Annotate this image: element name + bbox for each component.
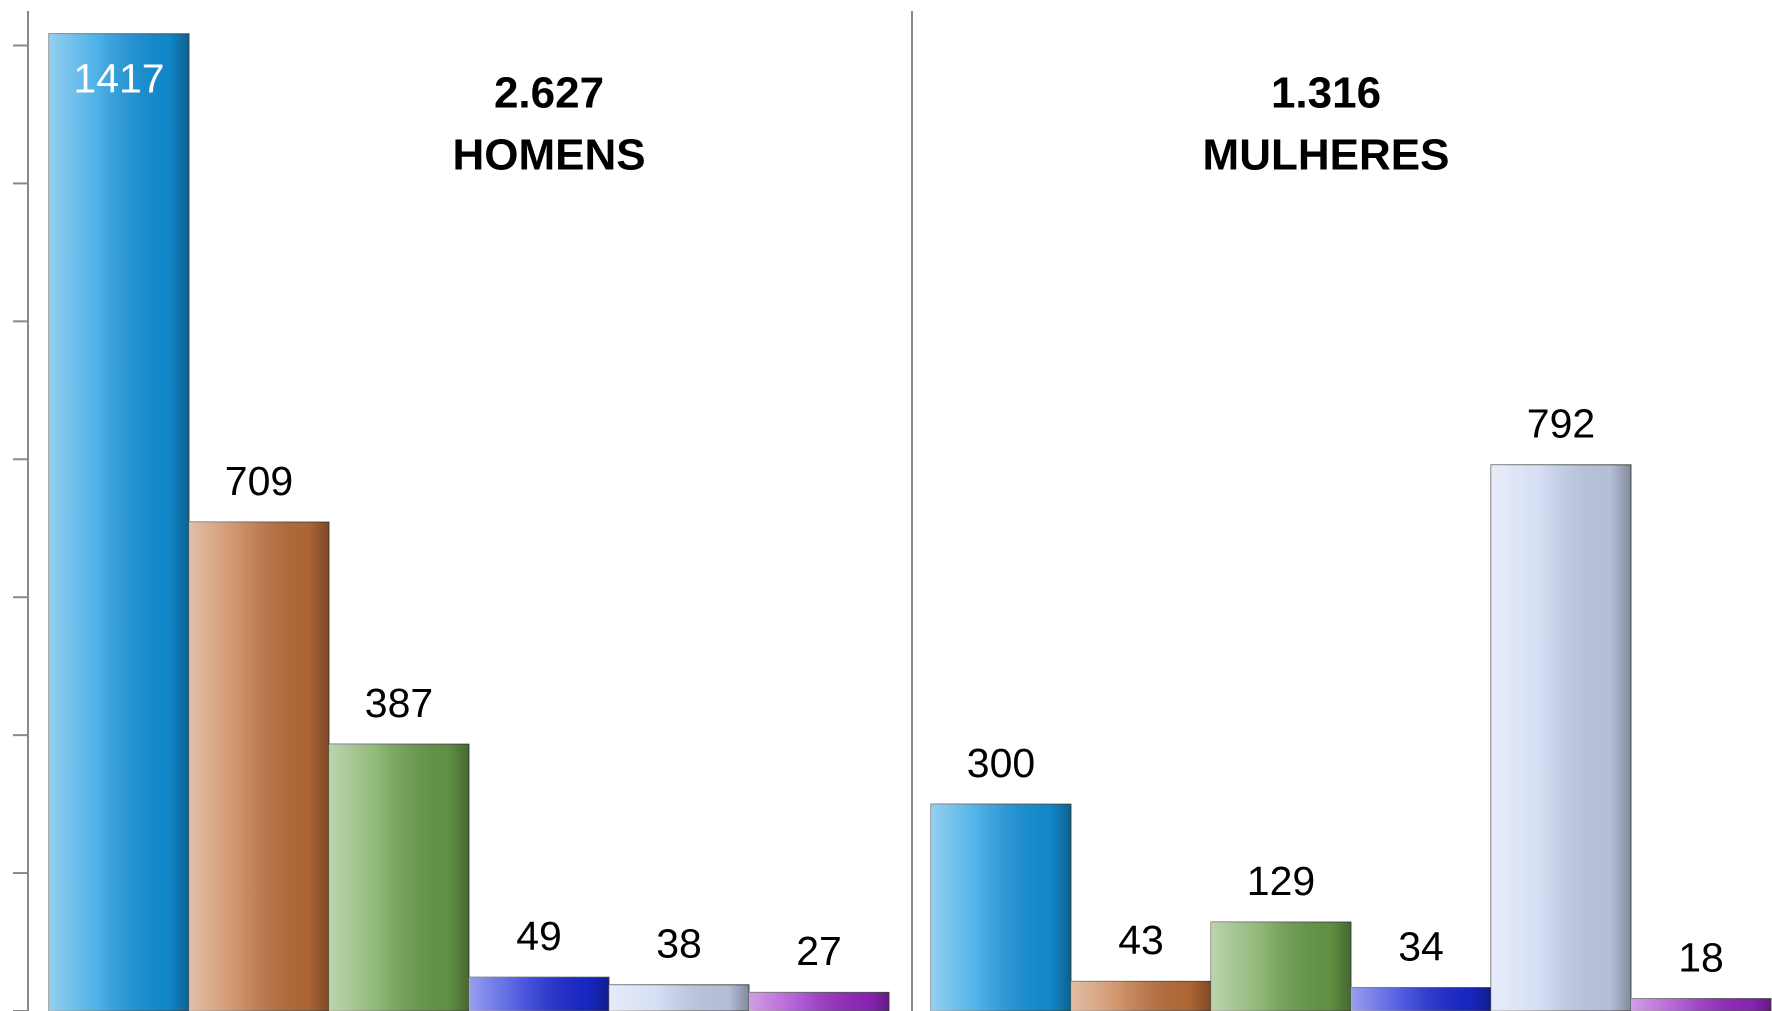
panel-subtitle: MULHERES [1203, 131, 1450, 180]
value-label: 387 [365, 680, 433, 726]
bar-shade [1211, 922, 1351, 1011]
value-label: 43 [1118, 917, 1164, 963]
value-label: 18 [1678, 934, 1724, 980]
value-label: 129 [1247, 858, 1315, 904]
bar-shade [469, 977, 609, 1011]
bar-shade [1071, 981, 1211, 1011]
bar-shade [189, 522, 329, 1011]
value-label: 38 [656, 921, 702, 967]
bar-shade [609, 984, 749, 1011]
value-label: 709 [225, 458, 293, 504]
value-label: 49 [516, 913, 562, 959]
bar-shade [1631, 998, 1771, 1011]
value-label: 300 [967, 740, 1035, 786]
value-label: 792 [1527, 401, 1595, 447]
bar-shade [329, 744, 469, 1011]
value-label: 1417 [73, 56, 164, 102]
panel-subtitle: HOMENS [452, 131, 645, 180]
panel-title: 1.316 [1271, 69, 1381, 118]
value-label: 34 [1398, 923, 1444, 969]
bar-shade [1351, 987, 1491, 1011]
value-label: 27 [796, 928, 842, 974]
bar-shade [749, 992, 889, 1011]
bar-shade [49, 33, 189, 1011]
bar-shade [1491, 464, 1631, 1011]
panel-title: 2.627 [494, 69, 604, 118]
bar-shade [931, 804, 1071, 1011]
